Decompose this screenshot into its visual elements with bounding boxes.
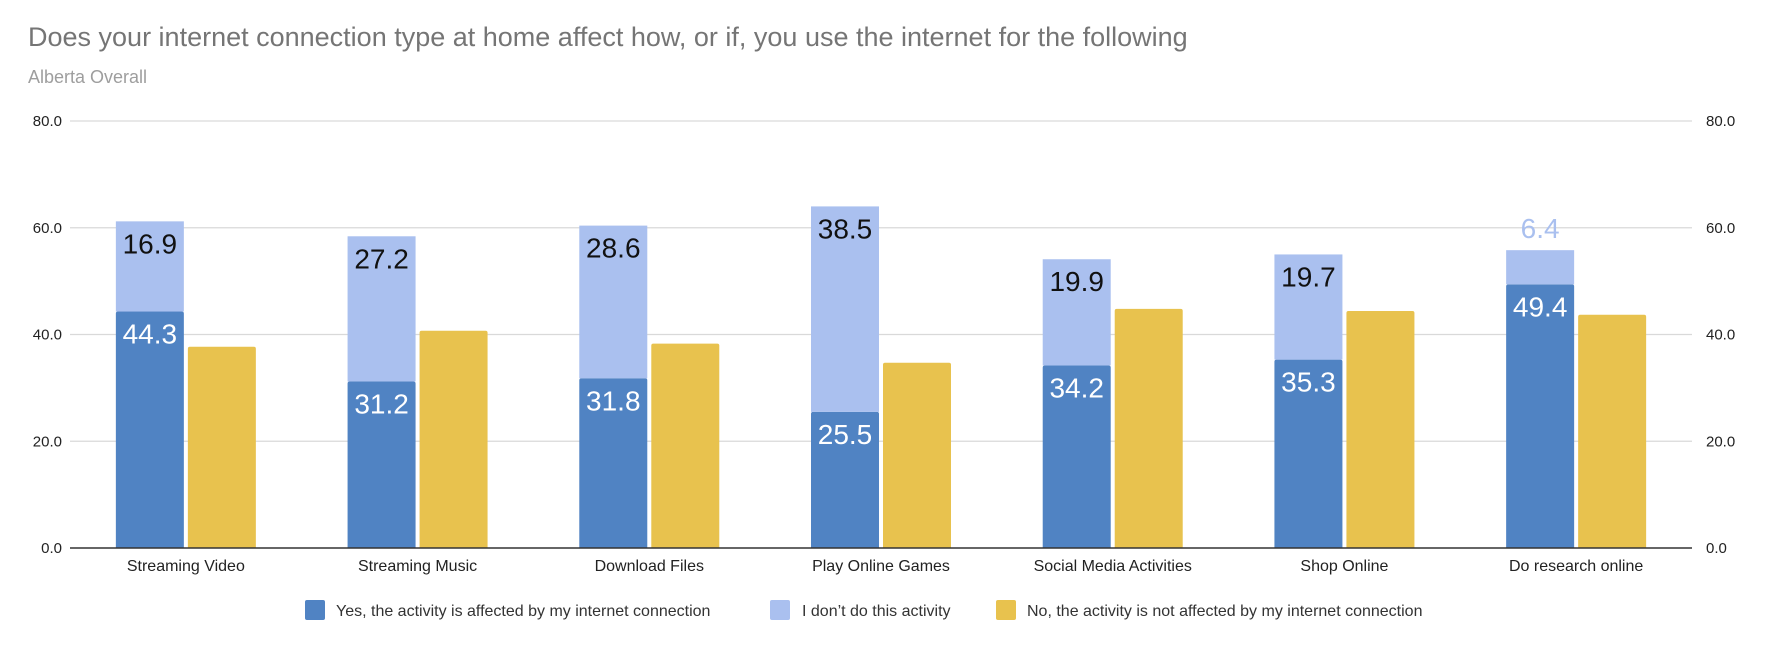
y-tick-label-right: 80.0 bbox=[1706, 113, 1735, 130]
data-label-1-7: 49.4 bbox=[1513, 291, 1568, 322]
bar-2-5[interactable] bbox=[1042, 259, 1111, 366]
bar-3-4[interactable] bbox=[883, 362, 951, 548]
data-label-2-3: 28.6 bbox=[586, 233, 641, 264]
bar-2-3[interactable] bbox=[579, 225, 648, 379]
x-category-label: Play Online Games bbox=[812, 558, 950, 575]
bar-2-6[interactable] bbox=[1274, 254, 1343, 360]
data-label-2-4: 38.5 bbox=[818, 213, 873, 244]
legend-swatch-3[interactable] bbox=[996, 600, 1016, 620]
legend[interactable]: Yes, the activity is affected by my inte… bbox=[305, 600, 1422, 620]
x-category-label: Shop Online bbox=[1300, 558, 1388, 575]
data-label-2-6: 19.7 bbox=[1281, 261, 1336, 292]
bar-1-1[interactable] bbox=[115, 311, 184, 548]
x-category-label: Streaming Video bbox=[127, 558, 245, 575]
bar-1-4[interactable] bbox=[811, 411, 879, 548]
bar-1-2[interactable] bbox=[347, 381, 416, 548]
data-label-2-7: 6.4 bbox=[1521, 213, 1560, 244]
x-category-label: Social Media Activities bbox=[1034, 558, 1192, 575]
y-tick-label-right: 0.0 bbox=[1706, 540, 1727, 557]
data-label-1-2: 31.2 bbox=[354, 388, 409, 419]
axes: 0.0 0.0 20.0 20.0 40.0 40.0 60.0 60.0 80.0 80.0 St… bbox=[33, 113, 1735, 575]
legend-label-1[interactable]: Yes, the activity is affected by my inte… bbox=[336, 603, 710, 620]
data-label-1-1: 44.3 bbox=[123, 319, 178, 350]
x-category-label: Streaming Music bbox=[358, 558, 477, 575]
y-tick-label-right: 20.0 bbox=[1706, 433, 1735, 450]
bar-3-7[interactable] bbox=[1578, 314, 1647, 548]
legend-swatch-2[interactable] bbox=[770, 600, 790, 620]
bar-1-6[interactable] bbox=[1274, 359, 1343, 548]
x-category-label: Do research online bbox=[1509, 558, 1643, 575]
gridlines bbox=[70, 120, 1692, 442]
bar-2-4[interactable] bbox=[811, 206, 879, 412]
y-tick-label-right: 40.0 bbox=[1706, 327, 1735, 344]
data-label-1-4: 25.5 bbox=[818, 419, 873, 450]
y-tick-label-right: 60.0 bbox=[1706, 220, 1735, 237]
bar-2-2[interactable] bbox=[347, 236, 416, 382]
bar-1-7[interactable] bbox=[1506, 284, 1575, 548]
y-tick-label-left: 40.0 bbox=[33, 327, 62, 344]
chart-title: Does your internet connection type at ho… bbox=[28, 22, 1188, 52]
bar-3-3[interactable] bbox=[651, 343, 720, 548]
bar-3-2[interactable] bbox=[419, 330, 488, 548]
legend-swatch-1[interactable] bbox=[305, 600, 325, 620]
legend-label-2[interactable]: I don’t do this activity bbox=[802, 603, 951, 620]
data-label-2-2: 27.2 bbox=[354, 243, 409, 274]
bar-2-1[interactable] bbox=[115, 221, 184, 312]
data-label-2-1: 16.9 bbox=[123, 228, 178, 259]
chart-subtitle: Alberta Overall bbox=[28, 67, 148, 87]
y-tick-label-left: 20.0 bbox=[33, 433, 62, 450]
y-tick-label-left: 80.0 bbox=[33, 113, 62, 130]
data-label-1-3: 31.8 bbox=[586, 385, 641, 416]
data-label-1-5: 34.2 bbox=[1049, 372, 1104, 403]
bar-2-7[interactable] bbox=[1506, 250, 1575, 285]
data-labels: 44.3 16.9 31.2 27.2 31.8 28.6 25.5 38.5 34.2 19.9… bbox=[123, 213, 1568, 450]
bar-3-1[interactable] bbox=[187, 346, 256, 548]
y-tick-label-left: 0.0 bbox=[41, 540, 62, 557]
bar-3-5[interactable] bbox=[1114, 308, 1183, 548]
bar-3-6[interactable] bbox=[1346, 311, 1415, 548]
bar-1-5[interactable] bbox=[1042, 365, 1111, 548]
legend-label-3[interactable]: No, the activity is not affected by my i… bbox=[1027, 603, 1422, 620]
y-tick-label-left: 60.0 bbox=[33, 220, 62, 237]
bars bbox=[115, 206, 1647, 548]
bar-1-3[interactable] bbox=[579, 378, 648, 548]
data-label-2-5: 19.9 bbox=[1049, 266, 1104, 297]
x-category-label: Download Files bbox=[595, 558, 704, 575]
data-label-1-6: 35.3 bbox=[1281, 367, 1336, 398]
